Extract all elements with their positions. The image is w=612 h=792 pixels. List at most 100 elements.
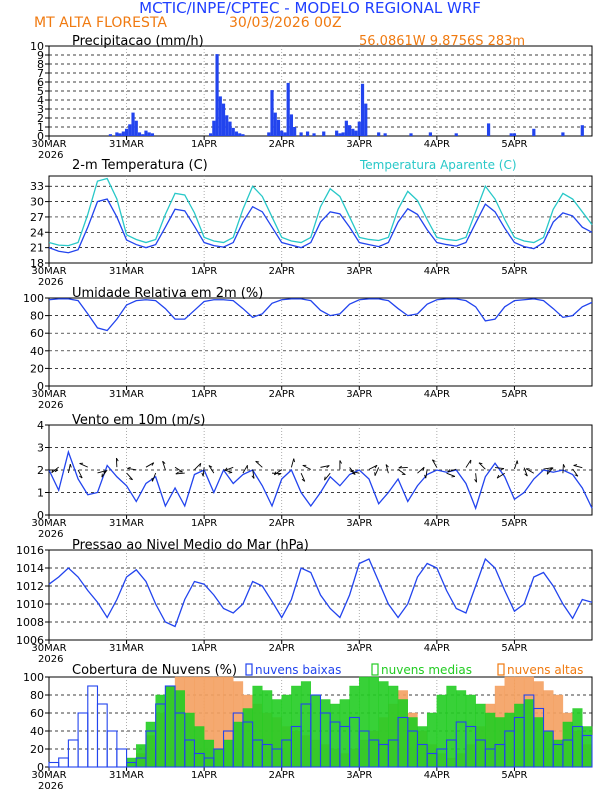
wind-arrow-head — [129, 478, 133, 481]
nuvens-xtick-label: 1APR — [191, 770, 217, 781]
wind-arrow-head — [199, 463, 202, 467]
precip-bar — [322, 131, 326, 136]
vento-panel: 0 1 2 3 4 30MAR 31MAR 1APR 2APR 3APR 4APR 5APR 2026 V… — [31, 413, 593, 540]
wind-arrow-head — [573, 464, 578, 466]
precip-bar — [509, 133, 513, 136]
pressao-ytick-label: 1016 — [16, 544, 44, 557]
temp-year-label: 2026 — [38, 277, 63, 288]
wind-arrow — [431, 459, 438, 468]
precip-bar — [351, 128, 355, 136]
vento-line — [48, 449, 593, 511]
umidade-line — [48, 298, 593, 332]
wind-arrow — [174, 466, 183, 473]
precip-bar — [147, 132, 151, 136]
wind-arrow-head — [447, 469, 451, 473]
wind-arrow-head — [424, 474, 427, 479]
precip-bar — [286, 82, 290, 136]
precip-bar — [335, 130, 339, 136]
wind-arrow-head — [224, 467, 228, 471]
precip-bar — [338, 133, 342, 136]
cloud-bar-blue — [96, 703, 108, 768]
temp-line-blue — [48, 198, 593, 254]
wind-arrow — [478, 462, 486, 470]
wind-arrow-head — [432, 459, 436, 462]
cloud-bar-green — [397, 699, 408, 768]
wind-arrow — [350, 470, 360, 474]
nuvens-ytick-label: 80 — [30, 689, 44, 702]
pressao-ytick-label: 1014 — [16, 562, 44, 575]
temp-ytick-label: 33 — [30, 180, 44, 193]
precip-bar — [280, 130, 284, 136]
precip-bar — [131, 112, 135, 136]
nuvens-panel: 0 20 40 60 80 100 30MAR 31MAR 1APR 2APR 3APR 4APR 5A… — [23, 663, 593, 792]
pressao-xtick-label: 2APR — [269, 643, 295, 654]
precip-ytick-label: 3 — [37, 103, 44, 116]
vento-ytick-label: 3 — [37, 442, 44, 455]
wind-arrow-head — [103, 470, 107, 474]
precip-bar — [124, 128, 129, 136]
umidade-xtick-label: 31MAR — [109, 389, 144, 400]
precip-bar — [134, 120, 138, 136]
precip-bar — [128, 124, 132, 136]
cloud-bar-blue — [77, 712, 89, 768]
temp-ytick-label: 21 — [30, 242, 44, 255]
wind-arrow-head — [351, 472, 356, 475]
wind-arrow — [145, 462, 154, 468]
wind-arrow — [374, 467, 380, 476]
umidade-xtick-label: 2APR — [269, 389, 295, 400]
precip-bar — [234, 131, 239, 136]
cloud-bar-green — [136, 744, 147, 768]
wind-arrow-head — [398, 465, 402, 469]
wind-arrow-head — [350, 469, 354, 472]
precip-bar — [283, 132, 287, 136]
pressao-xtick-label: 30MAR — [31, 643, 66, 654]
temp-xtick-label: 1APR — [191, 266, 217, 277]
wind-arrow — [274, 469, 282, 476]
cloud-bar-green — [494, 717, 505, 768]
temp-ytick-label: 27 — [30, 211, 44, 224]
pressao-xtick-label: 1APR — [191, 643, 217, 654]
precip-xtick-label: 31MAR — [109, 139, 144, 150]
precip-bar — [238, 133, 242, 136]
precip-ytick-label: 8 — [37, 58, 44, 71]
wind-arrow — [79, 463, 88, 468]
wind-arrow — [202, 467, 205, 477]
cloud-bar-green — [339, 699, 350, 768]
pressao-ytick-label: 1006 — [16, 634, 44, 647]
cloud-bar-green — [582, 726, 593, 768]
cloud-bar-green — [436, 694, 447, 768]
wind-arrow — [573, 464, 583, 469]
wind-arrow-head — [162, 460, 166, 464]
cloud-bar-green — [213, 748, 224, 768]
cloud-bar-green — [233, 721, 244, 768]
precip-bar — [228, 121, 232, 136]
temp-ytick-label: 30 — [30, 196, 44, 209]
nuvens-ytick-label: 40 — [30, 725, 44, 738]
pressao-line — [48, 557, 593, 628]
cloud-bar-blue — [87, 685, 99, 768]
wind-arrow — [162, 461, 166, 470]
precip-bar — [221, 103, 226, 136]
vento-xtick-label: 2APR — [269, 518, 295, 529]
wind-arrow-head — [324, 476, 326, 481]
pressao-ytick-label: 1008 — [16, 616, 44, 629]
precip-bar — [341, 132, 345, 136]
wind-arrow — [496, 472, 505, 479]
umidade-xtick-label: 30MAR — [31, 389, 66, 400]
legend-label: nuvens medias — [381, 663, 472, 677]
wind-arrow — [446, 472, 456, 477]
cloud-bar-green — [349, 685, 360, 768]
vento-year-label: 2026 — [38, 529, 63, 540]
vento-ytick-label: 4 — [37, 419, 44, 432]
wind-arrow — [152, 472, 157, 482]
vento-xtick-label: 1APR — [191, 518, 217, 529]
precip-bar — [512, 133, 517, 136]
cloud-bar-green — [194, 726, 205, 768]
wind-arrow — [397, 468, 406, 475]
cloud-bar-green — [329, 703, 341, 768]
wind-arrow-head — [385, 464, 389, 468]
wind-arrow — [242, 465, 248, 474]
pressao-year-label: 2026 — [38, 654, 63, 665]
precip-bar — [289, 114, 294, 136]
